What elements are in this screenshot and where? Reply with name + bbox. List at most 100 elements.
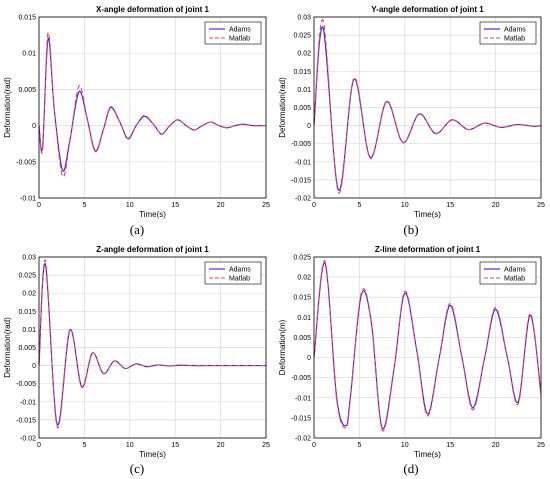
series-matlab bbox=[313, 19, 542, 194]
y-axis-label: Deformation(m) bbox=[278, 319, 287, 375]
y-tick-label: 0.02 bbox=[297, 275, 311, 282]
y-tick-label: 0.005 bbox=[293, 335, 311, 342]
chart-title: Z-line deformation of joint 1 bbox=[375, 245, 481, 254]
y-tick-label: -0.01 bbox=[20, 399, 36, 406]
x-tick-label: 20 bbox=[217, 442, 225, 449]
x-tick-label: 10 bbox=[126, 442, 134, 449]
x-tick-label: 10 bbox=[401, 442, 409, 449]
x-tick-label: 20 bbox=[492, 442, 500, 449]
x-tick-label: 0 bbox=[37, 202, 41, 209]
chart-z-line: 0 5 10 15 20 25 -0.02 -0.015 -0.01 -0.005 0 0.005 0.… bbox=[278, 245, 545, 459]
x-tick-label: 5 bbox=[357, 442, 361, 449]
y-tick-label: 0 bbox=[32, 123, 36, 130]
x-axis-label: Time(s) bbox=[414, 210, 441, 219]
x-tick-label: 15 bbox=[446, 202, 454, 209]
x-tick-label: 25 bbox=[262, 442, 270, 449]
series-matlab bbox=[313, 260, 542, 432]
y-tick-label: 0.015 bbox=[293, 295, 311, 302]
legend-label-matlab: Matlab bbox=[504, 36, 525, 43]
axes-box bbox=[38, 16, 267, 199]
axes-box bbox=[313, 16, 542, 199]
legend-label-matlab: Matlab bbox=[229, 276, 250, 283]
legend-label-adams: Adams bbox=[504, 267, 526, 274]
y-tick-label: 0.015 bbox=[18, 309, 36, 316]
series-matlab bbox=[38, 259, 266, 429]
x-tick-label: 0 bbox=[37, 442, 41, 449]
caption-d: (d) bbox=[403, 461, 419, 476]
y-axis-label: Deformation(rad) bbox=[3, 77, 12, 138]
chart-z-angle: 0 5 10 15 20 25 -0.02 -0.015 -0.01 -0.005 0 0.005 0.… bbox=[3, 245, 270, 459]
y-tick-label: 0 bbox=[32, 363, 36, 370]
x-tick-label: 20 bbox=[492, 202, 500, 209]
y-tick-label: -0.01 bbox=[295, 395, 311, 402]
x-tick-label: 10 bbox=[401, 202, 409, 209]
x-tick-label: 20 bbox=[217, 202, 225, 209]
y-tick-label: -0.005 bbox=[291, 141, 311, 148]
y-tick-label: 0.015 bbox=[18, 15, 36, 22]
y-tick-label: 0.025 bbox=[18, 273, 36, 280]
y-tick-label: -0.015 bbox=[291, 415, 311, 422]
chart-x-angle: 0 5 10 15 20 25 -0.01 -0.005 0 0.005 0.01 0.015 X-an… bbox=[3, 5, 270, 219]
x-tick-label: 0 bbox=[312, 202, 316, 209]
caption-a: (a) bbox=[129, 222, 145, 237]
y-tick-label: -0.02 bbox=[295, 196, 311, 203]
x-tick-label: 5 bbox=[82, 202, 86, 209]
series-matlab bbox=[38, 32, 267, 178]
x-tick-label: 25 bbox=[262, 202, 270, 209]
y-tick-label: -0.005 bbox=[16, 159, 36, 166]
axes-box bbox=[313, 256, 542, 439]
plot-area bbox=[39, 17, 266, 198]
y-tick-label: 0 bbox=[307, 123, 311, 130]
y-tick-label: 0.025 bbox=[293, 33, 311, 40]
y-tick-label: 0.03 bbox=[22, 255, 36, 262]
y-tick-label: -0.01 bbox=[295, 159, 311, 166]
y-tick-label: -0.005 bbox=[16, 381, 36, 388]
y-tick-label: 0.01 bbox=[22, 327, 36, 334]
x-tick-label: 15 bbox=[446, 442, 454, 449]
x-axis-label: Time(s) bbox=[414, 450, 441, 459]
chart-title: Y-angle deformation of joint 1 bbox=[371, 5, 484, 14]
x-tick-label: 5 bbox=[357, 202, 361, 209]
y-tick-label: 0.005 bbox=[18, 87, 36, 94]
caption-c: (c) bbox=[129, 461, 145, 476]
y-tick-label: 0.02 bbox=[22, 291, 36, 298]
y-tick-label: 0.02 bbox=[297, 51, 311, 58]
axes-box bbox=[38, 256, 267, 439]
y-tick-label: 0.01 bbox=[297, 87, 311, 94]
y-tick-label: 0.005 bbox=[293, 105, 311, 112]
x-tick-label: 15 bbox=[171, 202, 179, 209]
x-tick-label: 15 bbox=[171, 442, 179, 449]
y-axis-label: Deformation(rad) bbox=[3, 317, 12, 378]
x-tick-label: 10 bbox=[126, 202, 134, 209]
y-tick-label: -0.015 bbox=[291, 177, 311, 184]
panel-d: 0 5 10 15 20 25 -0.02 -0.015 -0.01 -0.005 0 0.005 0.… bbox=[275, 240, 550, 460]
legend-label-adams: Adams bbox=[504, 27, 526, 34]
legend-label-matlab: Matlab bbox=[229, 36, 250, 43]
y-tick-label: 0 bbox=[307, 355, 311, 362]
caption-b: (b) bbox=[403, 222, 419, 237]
y-tick-label: 0.015 bbox=[293, 69, 311, 76]
y-tick-label: 0.01 bbox=[297, 315, 311, 322]
plot-area bbox=[314, 257, 541, 438]
y-tick-label: 0.03 bbox=[297, 15, 311, 22]
chart-y-angle: 0 5 10 15 20 25 -0.02 -0.015 -0.01 -0.005 0 0.005 0.… bbox=[278, 5, 545, 219]
panel-c: 0 5 10 15 20 25 -0.02 -0.015 -0.01 -0.005 0 0.005 0.… bbox=[0, 240, 275, 460]
x-tick-label: 25 bbox=[537, 202, 545, 209]
x-axis-label: Time(s) bbox=[139, 210, 166, 219]
legend-label-adams: Adams bbox=[229, 27, 251, 34]
panel-b: 0 5 10 15 20 25 -0.02 -0.015 -0.01 -0.005 0 0.005 0.… bbox=[275, 0, 550, 220]
y-tick-label: 0.025 bbox=[293, 255, 311, 262]
x-tick-label: 5 bbox=[82, 442, 86, 449]
x-axis-label: Time(s) bbox=[139, 450, 166, 459]
y-tick-label: -0.015 bbox=[16, 417, 36, 424]
y-tick-label: 0.01 bbox=[22, 51, 36, 58]
chart-title: X-angle deformation of joint 1 bbox=[96, 5, 209, 14]
x-tick-label: 0 bbox=[312, 442, 316, 449]
chart-title: Z-angle deformation of joint 1 bbox=[96, 245, 209, 254]
legend-label-matlab: Matlab bbox=[504, 276, 525, 283]
legend-label-adams: Adams bbox=[229, 267, 251, 274]
y-tick-label: -0.005 bbox=[291, 375, 311, 382]
x-tick-label: 25 bbox=[537, 442, 545, 449]
y-axis-label: Deformation(rad) bbox=[278, 77, 287, 138]
